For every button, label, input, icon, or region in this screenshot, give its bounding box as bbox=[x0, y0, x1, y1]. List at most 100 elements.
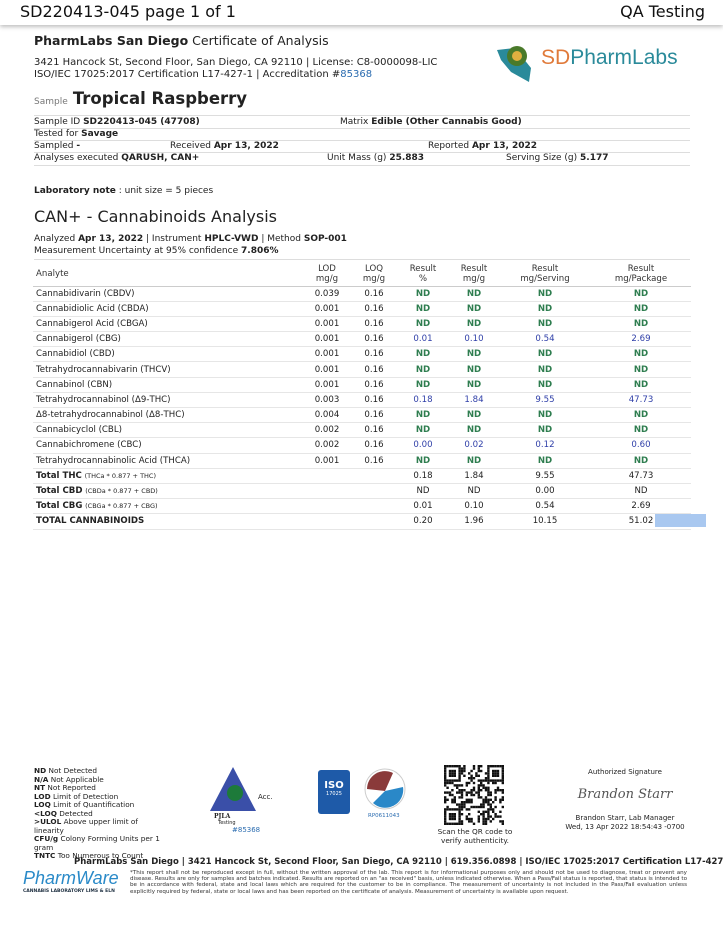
legend-abbr: LOQ bbox=[34, 800, 51, 809]
cell: ND bbox=[449, 422, 499, 439]
value: Savage bbox=[81, 129, 119, 139]
cell: 0.02 bbox=[449, 437, 499, 454]
label: Reported bbox=[428, 141, 470, 151]
cell: 0.16 bbox=[351, 453, 397, 469]
column-header: Result% bbox=[397, 262, 449, 287]
table-row: Cannabidiol (CBD) 0.001 0.16 ND ND ND ND bbox=[33, 346, 691, 363]
cell: ND bbox=[499, 361, 591, 378]
legend-desc: Not Reported bbox=[47, 783, 96, 792]
cell: 0.16 bbox=[351, 286, 397, 302]
cell: ND bbox=[449, 346, 499, 363]
cell: 0.16 bbox=[351, 422, 397, 439]
cell: 0.001 bbox=[303, 361, 351, 378]
footer-address: PharmLabs San Diego | 3421 Hancock St, S… bbox=[74, 857, 723, 867]
value: QARUSH, CAN+ bbox=[121, 153, 200, 163]
cell: ND bbox=[449, 316, 499, 333]
cell: 2.69 bbox=[591, 331, 691, 348]
cell: 0.10 bbox=[449, 498, 499, 515]
analyte-name: Cannabigerol Acid (CBGA) bbox=[33, 316, 303, 333]
header-text: Analyte bbox=[36, 268, 69, 279]
cell: ND bbox=[499, 407, 591, 424]
cell: 47.73 bbox=[591, 468, 691, 484]
serving-size-field: Serving Size (g) 5.177 bbox=[506, 153, 608, 163]
analyte-name: Cannabigerol (CBG) bbox=[33, 331, 303, 348]
window-header: SD220413-045 page 1 of 1 QA Testing bbox=[0, 0, 723, 25]
signature-label: Authorized Signature bbox=[588, 768, 662, 776]
unit-mass-field: Unit Mass (g) 25.883 bbox=[327, 153, 424, 163]
total-name: Total THC bbox=[36, 470, 82, 481]
label: Received bbox=[170, 141, 211, 151]
cell: 2.69 bbox=[591, 498, 691, 515]
header-text: mg/g bbox=[462, 273, 486, 284]
cell: ND bbox=[397, 377, 449, 393]
legend-abbr: N/A bbox=[34, 774, 49, 784]
cell: ND bbox=[449, 407, 499, 424]
analyte-name: Δ8-tetrahydrocannabinol (Δ8-THC) bbox=[33, 407, 303, 424]
cell: ND bbox=[499, 346, 591, 363]
accreditation-link[interactable]: 85368 bbox=[340, 69, 373, 80]
cell: 0.001 bbox=[303, 301, 351, 317]
analyte-name: Tetrahydrocannabivarin (THCV) bbox=[33, 361, 303, 378]
signer-info: Brandon Starr, Lab Manager Wed, 13 Apr 20… bbox=[550, 814, 700, 832]
table-row: Cannabichromene (CBC) 0.002 0.16 0.00 0.02 0.… bbox=[33, 437, 691, 454]
cell: ND bbox=[591, 286, 691, 302]
lab-name: PharmLabs San Diego bbox=[34, 33, 189, 48]
label: Serving Size (g) bbox=[506, 153, 578, 163]
label: Sample ID bbox=[34, 117, 81, 127]
cell: ND bbox=[397, 453, 449, 469]
label: Measurement Uncertainty at 95% confidenc… bbox=[34, 246, 239, 256]
pharmware-sub: CANNABIS LABORATORY LIMS & ELN bbox=[23, 889, 115, 894]
value: 7.806% bbox=[241, 246, 279, 256]
cell: 0.60 bbox=[591, 437, 691, 454]
sample-id-field: Sample ID SD220413-045 (47708) bbox=[34, 117, 200, 127]
analyses-field: Analyses executed QARUSH, CAN+ bbox=[34, 153, 199, 163]
table-row: Cannabidivarin (CBDV) 0.039 0.16 ND ND ND ND bbox=[33, 286, 691, 302]
cell: 0.00 bbox=[499, 483, 591, 500]
cell: 0.01 bbox=[397, 498, 449, 515]
sampled-field: Sampled - bbox=[34, 141, 80, 151]
analyte-name: Cannabidiolic Acid (CBDA) bbox=[33, 301, 303, 317]
lab-heading: PharmLabs San Diego Certificate of Analy… bbox=[34, 33, 329, 48]
cell: ND bbox=[397, 422, 449, 439]
pjla-testing: Testing bbox=[218, 820, 236, 826]
legend-item: TNTC Too Numerous to Count bbox=[34, 851, 164, 861]
cell: ND bbox=[591, 407, 691, 424]
lab-note: Laboratory note : unit size = 5 pieces bbox=[34, 186, 213, 196]
cell: ND bbox=[397, 346, 449, 363]
value: Apr 13, 2022 bbox=[213, 141, 279, 151]
label: Unit Mass (g) bbox=[327, 153, 387, 163]
cert-line: ISO/IEC 17025:2017 Certification L17-427… bbox=[34, 69, 372, 80]
cell: 0.003 bbox=[303, 392, 351, 409]
cell: ND bbox=[449, 361, 499, 378]
total-label: Total THC (THCa * 0.877 + THC) bbox=[33, 468, 397, 484]
analyte-name: Cannabinol (CBN) bbox=[33, 377, 303, 393]
cell: ND bbox=[397, 407, 449, 424]
legend-desc: Detected bbox=[59, 808, 93, 818]
header-text: mg/Serving bbox=[520, 273, 570, 284]
cell: ND bbox=[397, 301, 449, 317]
matrix-field: Matrix Edible (Other Cannabis Good) bbox=[340, 117, 522, 127]
cell: 0.004 bbox=[303, 407, 351, 424]
analyte-name: Tetrahydrocannabinol (Δ9-THC) bbox=[33, 392, 303, 409]
header-text: Result bbox=[409, 263, 437, 274]
pjla-label: PJLA bbox=[214, 813, 231, 820]
column-header: Result mg/g bbox=[449, 262, 499, 287]
legend-item: LOQ Limit of Quantification bbox=[34, 800, 164, 810]
cell: 0.16 bbox=[351, 316, 397, 333]
cell: 0.001 bbox=[303, 377, 351, 393]
legend-item: CFU/g Colony Forming Units per 1 gram bbox=[34, 834, 164, 852]
header-text: Result bbox=[627, 263, 655, 274]
address-line: 3421 Hancock St, Second Floor, San Diego… bbox=[34, 57, 438, 68]
table-row: Cannabinol (CBN) 0.001 0.16 ND ND ND ND bbox=[33, 377, 691, 393]
signed-date: Wed, 13 Apr 2022 18:54:43 -0700 bbox=[565, 823, 685, 831]
cell: 0.001 bbox=[303, 331, 351, 348]
cell: ND bbox=[397, 286, 449, 302]
legend-abbr: <LOQ bbox=[34, 808, 57, 818]
label: Analyses executed bbox=[34, 153, 119, 163]
sdpharmlabs-logo: SDPharmLabs bbox=[493, 38, 693, 84]
reported-field: Reported Apr 13, 2022 bbox=[428, 141, 537, 151]
column-header: LOQ mg/g bbox=[351, 262, 397, 287]
cell: 0.16 bbox=[351, 346, 397, 363]
cell: 0.16 bbox=[351, 361, 397, 378]
qr-code-icon[interactable] bbox=[444, 765, 504, 825]
